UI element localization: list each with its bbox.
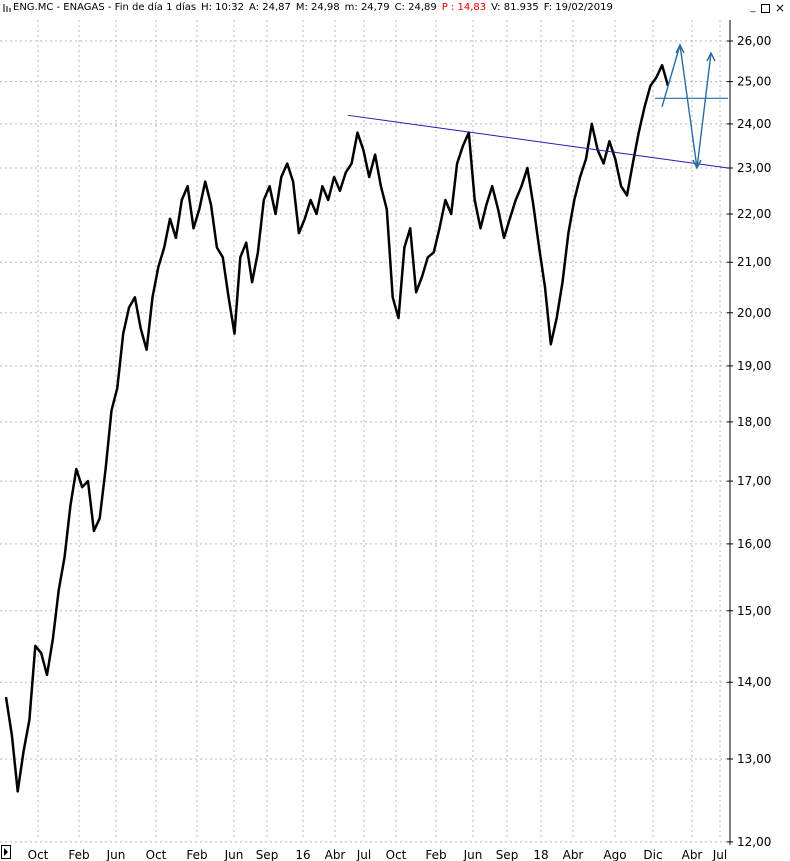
x-tick-label: 18	[533, 848, 548, 861]
maximize-button[interactable]	[761, 4, 770, 13]
resistance-trendline	[347, 114, 729, 169]
y-tick-label: 14,00	[737, 675, 771, 689]
y-tick-label: 21,00	[737, 255, 771, 269]
y-tick-label: 22,00	[737, 207, 771, 221]
x-tick-label: Jun	[224, 848, 244, 861]
projection-arrow-path	[661, 44, 712, 169]
title-segment: m: 24,79	[344, 2, 390, 13]
minimize-button[interactable]: _	[750, 2, 756, 13]
y-tick-label: 19,00	[737, 359, 771, 373]
window-title: ENG.MC - ENAGAS - Fin de día 1 días H: 10…	[13, 2, 618, 13]
x-tick-label: Abr	[563, 848, 584, 861]
title-segment: H: 10:32	[201, 2, 244, 13]
x-tick-label: 16	[295, 848, 310, 861]
y-tick-label: 18,00	[737, 415, 771, 429]
x-tick-label: Dic	[643, 848, 662, 861]
x-tick-label: Sep	[256, 848, 279, 861]
y-tick-label: 12,00	[737, 835, 771, 849]
y-tick-label: 15,00	[737, 604, 771, 618]
x-tick-label: Ago	[603, 848, 626, 861]
title-segment: V: 81.935	[491, 2, 539, 13]
x-tick-label: Feb	[425, 848, 446, 861]
y-tick-label: 25,00	[737, 75, 771, 89]
arrowhead	[675, 43, 685, 54]
y-tick-label: 20,00	[737, 306, 771, 320]
scroll-left-icon[interactable]	[1, 845, 11, 859]
title-segment: ENG.MC - ENAGAS - Fin de día 1 días	[13, 2, 197, 13]
x-tick-label: Jun	[106, 848, 126, 861]
x-tick-label: Oct	[146, 848, 167, 861]
x-tick-label: Abr	[325, 848, 346, 861]
x-tick-label: Abr	[682, 848, 703, 861]
x-tick-label: Sep	[496, 848, 519, 861]
title-segment: M: 24,98	[295, 2, 340, 13]
price-line	[4, 63, 670, 793]
y-tick-label: 24,00	[737, 117, 771, 131]
arrowhead	[692, 159, 702, 170]
x-tick-label: Oct	[386, 848, 407, 861]
close-button[interactable]: ×	[775, 1, 786, 15]
x-tick-label: Feb	[186, 848, 207, 861]
arrowhead	[706, 51, 716, 62]
x-tick-label: Jul	[356, 848, 371, 861]
y-axis: 26,00 25,00 24,00 23,00 22,00 21,00 20,00 19,00…	[727, 20, 771, 849]
annotations	[347, 43, 729, 170]
x-tick-label: Oct	[28, 848, 49, 861]
chart-icon[interactable]	[2, 3, 11, 13]
title-segment: C: 24,89	[394, 2, 437, 13]
x-axis: Oct Feb Jun Oct Feb Jun Sep 16 Abr Jul Oct Feb Jun Se…	[28, 848, 728, 861]
price-series	[4, 63, 670, 793]
y-tick-label: 17,00	[737, 474, 771, 488]
x-tick-label: Jun	[463, 848, 483, 861]
title-segment: A: 24,87	[249, 2, 291, 13]
y-tick-label: 23,00	[737, 161, 771, 175]
x-tick-label: Feb	[68, 848, 89, 861]
y-tick-label: 13,00	[737, 752, 771, 766]
y-tick-label: 26,00	[737, 34, 771, 48]
y-tick-label: 16,00	[737, 537, 771, 551]
title-segment: F: 19/02/2019	[543, 2, 613, 13]
title-bar: ENG.MC - ENAGAS - Fin de día 1 días H: 10…	[0, 0, 790, 17]
title-segment: P : 14,83	[441, 2, 487, 13]
x-tick-label: Jul	[712, 848, 727, 861]
